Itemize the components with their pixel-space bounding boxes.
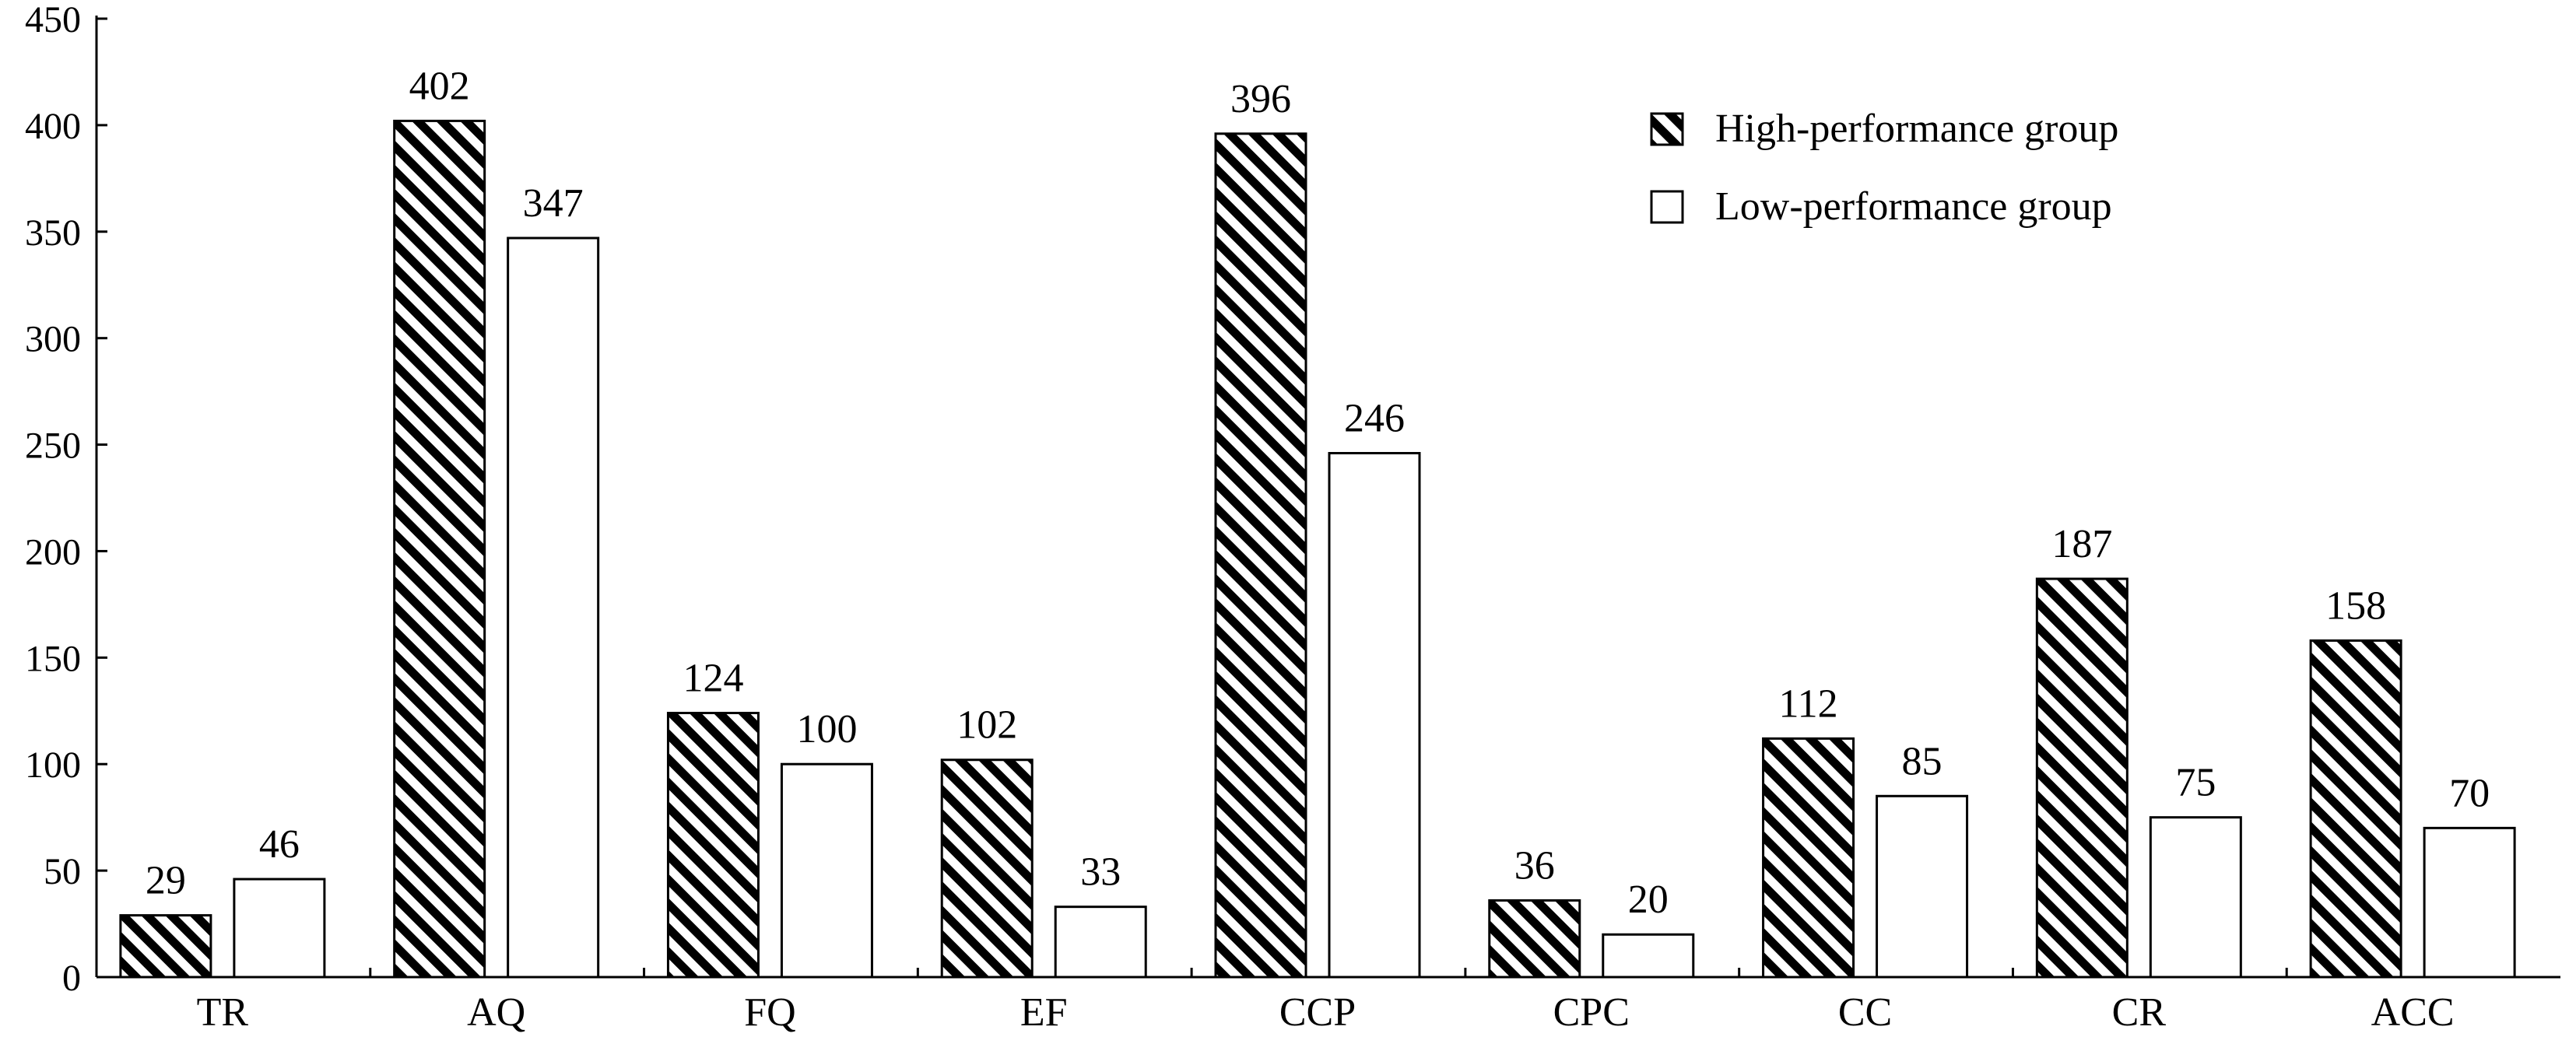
legend-swatch-high [1650,112,1684,146]
bar-low-cc [1876,794,1969,979]
data-label: 20 [1628,878,1669,922]
x-tick-label: ACC [2371,990,2455,1035]
data-label: 102 [956,703,1017,748]
y-tick-label: 50 [44,851,81,892]
x-tick-label: TR [197,990,249,1035]
data-label: 33 [1080,850,1121,895]
bar-low-ccp [1328,452,1421,979]
legend-label-high: High-performance group [1715,107,2118,151]
bar-high-aq [393,119,486,979]
bars [119,119,2516,979]
data-label: 85 [1902,739,1943,783]
axes: 0 50 100 150 200 250 300 350 400 450 TR AQ FQ EF CCP CP… [25,0,2560,1035]
y-tick-label: 0 [62,958,81,999]
data-label: 396 [1230,77,1291,121]
data-label: 158 [2325,583,2386,628]
bar-low-cpc [1602,933,1695,979]
x-tick-label: AQ [467,990,525,1035]
legend-swatch-low [1650,190,1684,224]
legend-label-low: Low-performance group [1715,184,2112,229]
bar-low-cr [2149,816,2242,979]
x-tick-label: EF [1020,990,1068,1035]
data-label: 124 [683,657,743,701]
data-label: 100 [796,707,857,751]
bar-high-fq [666,712,760,979]
y-tick-label: 300 [25,319,81,360]
y-tick-label: 450 [25,0,81,40]
bar-low-tr [233,878,326,979]
bar-high-acc [2309,639,2402,979]
x-tick-label: CPC [1553,990,1630,1035]
data-label: 36 [1514,843,1555,888]
data-label: 402 [409,64,470,108]
y-tick-label: 100 [25,744,81,786]
data-labels: 29 46 402 347 124 100 102 33 396 246 36 20 112 85 187 7… [146,64,2490,922]
x-tick-label: CCP [1279,990,1356,1035]
bar-high-cpc [1488,899,1581,979]
legend: High-performance group Low-performance gr… [1650,107,2118,229]
data-label: 29 [146,859,186,903]
bar-high-ef [940,758,1034,979]
bar-low-ef [1054,906,1147,979]
x-tick-label: FQ [744,990,795,1035]
bar-low-acc [2423,826,2516,979]
bar-high-ccp [1214,132,1307,979]
bar-high-cr [2035,577,2129,979]
bar-low-fq [780,762,873,979]
data-label: 70 [2449,771,2490,815]
data-label: 112 [1779,681,1838,726]
y-tick-label: 350 [25,212,81,254]
bar-high-cc [1762,737,1855,979]
x-tick-label: CR [2112,990,2167,1035]
y-tick-label: 150 [25,638,81,679]
y-tick-label: 200 [25,531,81,573]
data-label: 347 [523,181,584,226]
y-tick-label: 250 [25,426,81,467]
bar-high-tr [119,914,212,979]
data-label: 46 [259,822,300,867]
x-tick-label: CC [1838,990,1892,1035]
data-label: 75 [2175,761,2216,805]
data-label: 187 [2051,522,2112,566]
data-label: 246 [1344,397,1405,441]
bar-low-aq [507,236,600,979]
y-tick-label: 400 [25,106,81,147]
